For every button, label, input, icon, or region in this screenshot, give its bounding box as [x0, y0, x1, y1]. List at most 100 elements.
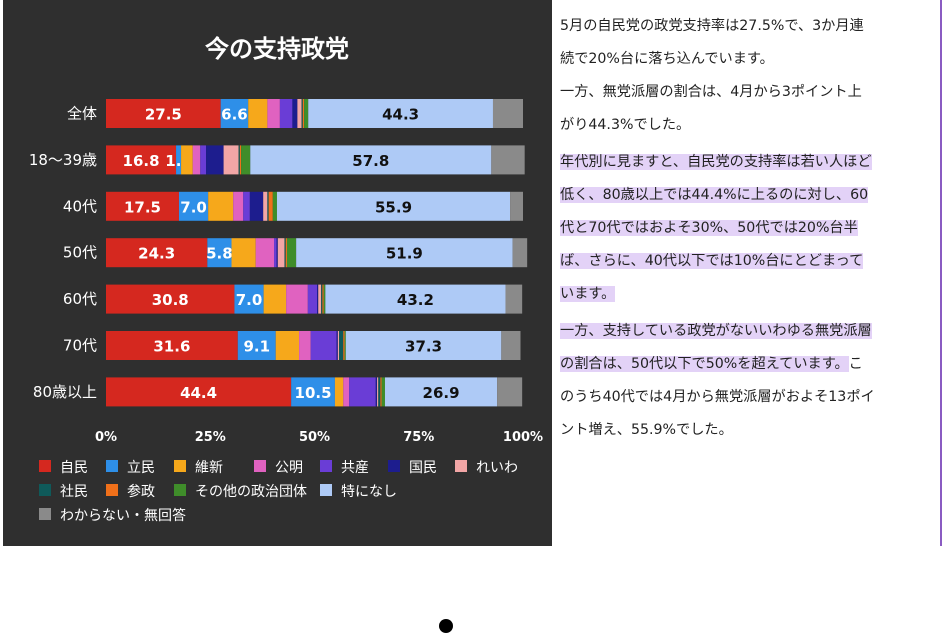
bar-segment — [349, 377, 376, 407]
data-label: 57.8 — [352, 152, 389, 170]
category-label: 40代 — [63, 197, 97, 215]
bar-segment — [231, 238, 256, 268]
bar-segment — [510, 191, 523, 221]
legend-swatch — [39, 508, 51, 520]
data-label: 43.2 — [397, 291, 434, 309]
data-label: 26.9 — [423, 384, 460, 402]
bar-segment — [106, 99, 221, 128]
legend-swatch — [254, 460, 266, 472]
article-line: 続で20%台に落ち込んでいます。 — [560, 51, 774, 67]
bar-segment — [307, 284, 318, 314]
legend-label: わからない・無回答 — [60, 507, 186, 524]
chart-panel: 今の支持政党 全体 27.5 6.6 44.3 18〜39歳 16.8 1.2 57.8 40代 1… — [3, 0, 552, 546]
bar-segment — [284, 238, 286, 268]
highlighted-line: 代と70代ではおよそ30%、50代では20%台半 — [560, 220, 858, 236]
bar-segment — [237, 331, 276, 360]
highlighted-line: います。 — [560, 286, 616, 302]
data-label: 51.9 — [386, 245, 423, 263]
legend-label: その他の政治団体 — [195, 484, 307, 500]
bar-segment — [220, 99, 249, 128]
article-line: がり44.3%でした。 — [560, 117, 691, 133]
bar-segment — [317, 284, 319, 314]
legend-label: 公明 — [275, 460, 303, 476]
bar-segment — [192, 145, 201, 175]
bar-segment — [249, 191, 264, 221]
legend-label: れいわ — [476, 460, 518, 476]
bar-segment — [497, 377, 523, 407]
bar-segment — [223, 145, 239, 175]
x-tick-label: 75% — [403, 430, 434, 445]
bar-segment — [501, 331, 521, 360]
bar-segment — [181, 145, 193, 175]
category-label: 80歳以上 — [33, 383, 97, 401]
bar-segment — [106, 377, 292, 407]
bar-segment — [206, 145, 224, 175]
bar-segment — [238, 145, 240, 175]
article-line: こ — [848, 356, 863, 372]
data-label: 31.6 — [153, 338, 190, 356]
bar-segment — [345, 331, 502, 360]
bar-segment — [178, 191, 209, 221]
legend-swatch — [106, 484, 118, 496]
article-line: 5月の自民党の政党支持率は27.5%で、3か月連 — [560, 18, 864, 34]
carousel-dot[interactable] — [439, 619, 453, 633]
bar-segment — [302, 99, 305, 128]
bar-segment — [241, 145, 251, 175]
data-label: 17.5 — [124, 198, 161, 216]
bar-segment — [285, 238, 287, 268]
legend-label: 参政 — [127, 483, 155, 500]
bar-segment — [505, 284, 523, 314]
data-label: 7.0 — [236, 291, 263, 309]
x-tick-label: 100% — [503, 430, 543, 445]
bar-segment — [200, 145, 207, 175]
bar-segment — [322, 284, 324, 314]
bar-segment — [279, 99, 293, 128]
bar-segment — [318, 284, 322, 314]
legend-label: 特になし — [341, 484, 397, 500]
article-line: ント増え、55.9%でした。 — [560, 422, 733, 438]
legend-swatch — [106, 460, 118, 472]
category-label: 18〜39歳 — [29, 151, 97, 169]
bar-segment — [106, 331, 238, 360]
bar-segment — [274, 238, 277, 268]
bar-segment — [310, 331, 337, 360]
bar-segment — [308, 99, 493, 128]
bar-segment — [267, 191, 269, 221]
legend-swatch — [455, 460, 467, 472]
article-text: 5月の自民党の政党支持率は27.5%で、3か月連 続で20%台に落ち込んでいます… — [560, 10, 930, 447]
bar-segment — [378, 377, 381, 407]
legend-label: 国民 — [409, 460, 437, 476]
bar-segment — [272, 191, 277, 221]
bar-segment — [381, 377, 385, 407]
highlighted-line: 低く、80歳以上では44.4%に上るのに対し、60 — [560, 187, 869, 203]
bar-segment — [377, 377, 379, 407]
bar-segment — [491, 145, 525, 175]
x-tick-label: 25% — [195, 430, 226, 445]
data-label: 30.8 — [152, 291, 189, 309]
bar-segment — [343, 377, 350, 407]
bar-segment — [299, 331, 311, 360]
bar-segment — [276, 238, 278, 268]
bar-segment — [250, 145, 492, 175]
highlighted-line: 年代別に見ますと、自民党の支持率は若い人ほど — [560, 154, 872, 170]
bar-segment — [344, 331, 346, 360]
bar-segment — [343, 331, 345, 360]
legend-swatch — [320, 460, 332, 472]
category-label: 50代 — [63, 244, 97, 262]
bar-segment — [286, 284, 308, 314]
legend-swatch — [174, 484, 186, 496]
legend-label: 自民 — [60, 460, 88, 476]
bar-segment — [106, 145, 177, 175]
article-paragraph-3: 一方、支持している政党がないいわゆる無党派層 の割合は、50代以下で50%を超え… — [560, 315, 930, 447]
bar-segment — [233, 191, 244, 221]
bar-segment — [106, 284, 235, 314]
data-label: 5.8 — [206, 245, 233, 263]
bar-segment — [291, 377, 335, 407]
data-label: 9.1 — [243, 338, 270, 356]
bar-segment — [234, 284, 264, 314]
bar-segment — [243, 191, 250, 221]
data-label: 24.3 — [138, 245, 175, 263]
bar-segment — [286, 238, 297, 268]
bar-segment — [277, 238, 285, 268]
